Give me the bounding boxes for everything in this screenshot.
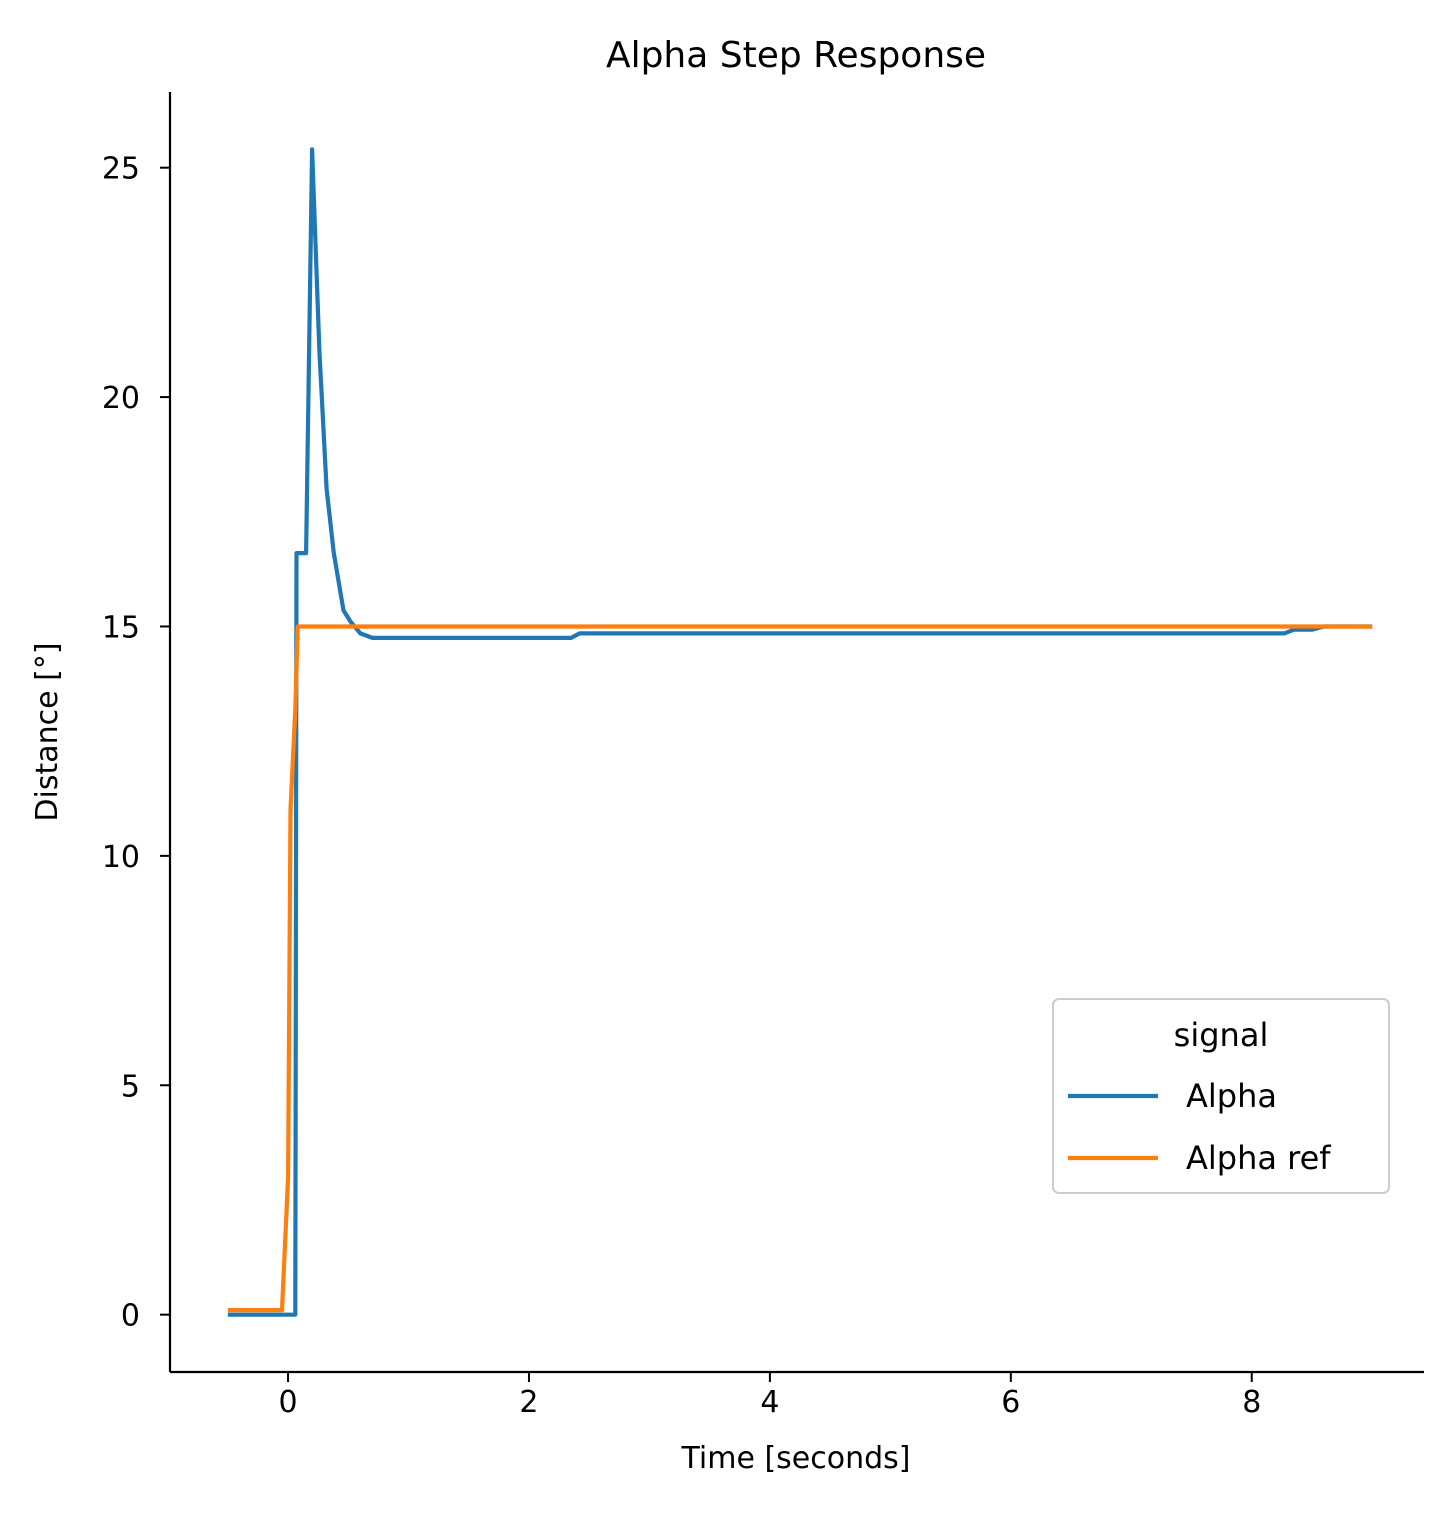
y-tick-label: 25 bbox=[102, 152, 140, 187]
x-tick-label: 2 bbox=[519, 1385, 538, 1420]
x-axis-title: Time [seconds] bbox=[681, 1441, 911, 1476]
legend-title: signal bbox=[1174, 1016, 1269, 1054]
y-tick-label: 0 bbox=[121, 1299, 140, 1334]
x-tick-label: 8 bbox=[1242, 1385, 1261, 1420]
x-tick-label: 0 bbox=[279, 1385, 298, 1420]
y-tick-label: 10 bbox=[102, 840, 140, 875]
y-tick-label: 5 bbox=[121, 1069, 140, 1104]
y-tick-label: 20 bbox=[102, 381, 140, 416]
legend-entries: Alpha Alpha ref bbox=[1068, 1077, 1331, 1177]
legend-frame bbox=[1052, 998, 1390, 1194]
legend-label: Alpha bbox=[1186, 1077, 1277, 1115]
legend: signal Alpha Alpha ref bbox=[1052, 998, 1390, 1194]
legend-label: Alpha ref bbox=[1186, 1139, 1331, 1177]
x-tick-label: 6 bbox=[1001, 1385, 1020, 1420]
series-line-alpha-ref bbox=[227, 624, 1373, 1313]
y-tick-label: 15 bbox=[102, 610, 140, 645]
y-axis-ticks: 0 5 10 15 20 25 bbox=[102, 152, 170, 1334]
plot-area bbox=[227, 147, 1373, 1317]
x-axis-ticks: 0 2 4 6 8 bbox=[279, 1372, 1261, 1420]
y-axis-title: Distance [°] bbox=[30, 642, 65, 821]
chart-title: Alpha Step Response bbox=[606, 35, 986, 76]
x-tick-label: 4 bbox=[760, 1385, 779, 1420]
